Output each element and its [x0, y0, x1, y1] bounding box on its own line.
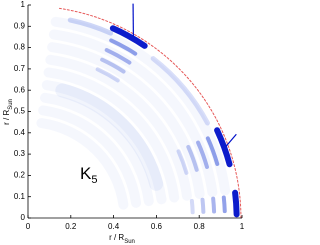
intensity-band	[100, 57, 126, 74]
intensity-band	[38, 105, 142, 208]
x-axis-label-main: r / R	[109, 233, 124, 242]
y-axis-label: r / RSun	[2, 99, 13, 125]
annotation: K5	[80, 164, 97, 185]
y-tick-label: 0	[21, 213, 26, 222]
intensity-band	[45, 54, 192, 201]
y-tick-label: 0.4	[14, 128, 26, 137]
y-tick-label: 0.1	[14, 192, 26, 201]
intensity-band	[214, 127, 233, 168]
indicator	[225, 133, 237, 147]
y-tick-label: 0.5	[14, 107, 26, 116]
intensity-band	[109, 25, 148, 49]
intensity-band	[50, 16, 231, 196]
intensity-band	[104, 48, 132, 65]
intensity-band	[221, 195, 227, 214]
x-tick-label: 0.4	[108, 222, 120, 231]
y-tick-label: 1	[21, 0, 26, 9]
intensity-band	[211, 196, 217, 214]
intensity-band	[196, 140, 209, 169]
x-axis-label-sub: Sun	[124, 239, 135, 245]
annotation-sub: 5	[91, 174, 97, 186]
intensity-band	[47, 42, 205, 199]
y-axis-label-sub: Sun	[8, 99, 14, 110]
annotation-main: K	[80, 164, 92, 183]
x-tick-label: 0.6	[151, 222, 163, 231]
y-tick-label: 0.7	[14, 64, 26, 73]
y-tick-label: 0.8	[14, 43, 26, 52]
intensity-band	[48, 29, 218, 198]
intensity-band	[186, 144, 199, 172]
x-tick-label: 1	[240, 222, 245, 231]
y-axis-label-main: r / R	[2, 110, 11, 125]
intensity-band	[55, 83, 164, 191]
intensity-band	[57, 7, 242, 219]
x-tick-label: 0.8	[194, 222, 206, 231]
intensity-band	[109, 38, 138, 56]
intensity-band	[39, 92, 154, 207]
intensity-band	[150, 56, 211, 126]
x-axis-label: r / RSun	[109, 233, 135, 244]
intensity-band	[95, 67, 120, 83]
y-tick-label: 0.6	[14, 85, 26, 94]
image-layer	[36, 3, 242, 219]
intensity-band	[205, 136, 220, 166]
y-tick-label: 0.2	[14, 171, 26, 180]
y-tick-label: 0.3	[14, 149, 26, 158]
intensity-band	[189, 198, 195, 215]
intensity-band	[41, 80, 167, 205]
intensity-band	[176, 149, 189, 175]
chart: r / RSun r / RSun K5 0 0.2 0.4 0.6 0.8 100.10…	[2, 0, 245, 244]
x-tick-label: 0.2	[65, 222, 77, 231]
y-tick-label: 0.9	[14, 21, 26, 30]
intensity-band	[67, 17, 114, 36]
x-tick-label: 0	[26, 222, 31, 231]
intensity-band	[200, 197, 206, 214]
intensity-band	[36, 118, 129, 210]
intensity-band	[43, 67, 180, 203]
intensity-band	[232, 189, 240, 218]
